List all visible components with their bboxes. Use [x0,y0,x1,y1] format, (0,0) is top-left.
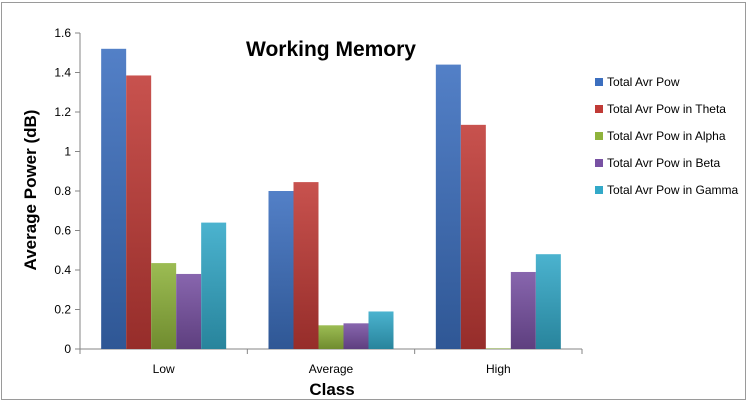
x-category-label: Low [153,362,175,376]
legend-swatch [595,105,603,113]
bar-low-series-4 [176,273,202,349]
y-tick-label: 0 [64,342,71,356]
x-category-label: Average [309,362,354,376]
bar-average-series-2 [293,182,319,349]
legend-label: Total Avr Pow in Alpha [607,129,726,143]
bar-average-series-4 [343,323,369,349]
bar-average-series-1 [268,191,294,349]
bar-high-series-5 [535,254,561,349]
legend-swatch [595,186,603,194]
legend-label: Total Avr Pow in Theta [607,102,726,116]
legend-swatch [595,132,603,140]
bar-low-series-5 [201,222,227,349]
bar-low-series-1 [101,48,127,350]
y-axis-title: Average Power (dB) [21,110,40,271]
y-tick-label: 1 [64,145,71,159]
bar-low-series-3 [151,263,177,349]
y-tick-label: 1.4 [54,66,71,80]
bar-chart: Working Memory 0 0.2 0.4 0.6 0.8 1 1.2 1.4 1.6 L… [21,26,738,399]
y-tick-label: 1.2 [54,105,71,119]
legend: Total Avr Pow Total Avr Pow in Theta Total… [595,75,738,197]
y-tick-label: 0.8 [54,184,71,198]
legend-swatch [595,78,603,86]
legend-label: Total Avr Pow in Beta [607,156,721,170]
legend-swatch [595,159,603,167]
chart-title: Working Memory [246,38,416,61]
y-tick-label: 0.6 [54,224,71,238]
y-tick-label: 1.6 [54,26,71,40]
bar-low-series-2 [126,75,152,350]
legend-label: Total Avr Pow in Gamma [607,183,738,197]
bar-high-series-2 [460,124,486,350]
legend-label: Total Avr Pow [607,75,680,89]
bars [101,48,561,350]
bar-high-series-4 [510,271,536,349]
y-axis-ticks: 0 0.2 0.4 0.6 0.8 1 1.2 1.4 1.6 [54,26,80,356]
bar-average-series-3 [318,325,344,349]
x-category-label: High [486,362,511,376]
y-tick-label: 0.4 [54,263,71,277]
bar-high-series-3 [485,348,511,349]
chart-frame: Working Memory 0 0.2 0.4 0.6 0.8 1 1.2 1.4 1.6 L… [1,2,746,400]
y-tick-label: 0.2 [54,303,71,317]
x-axis-categories: Low Average High [79,349,583,376]
bar-average-series-5 [368,311,394,349]
bar-high-series-1 [435,64,461,349]
x-axis-title: Class [309,380,354,399]
